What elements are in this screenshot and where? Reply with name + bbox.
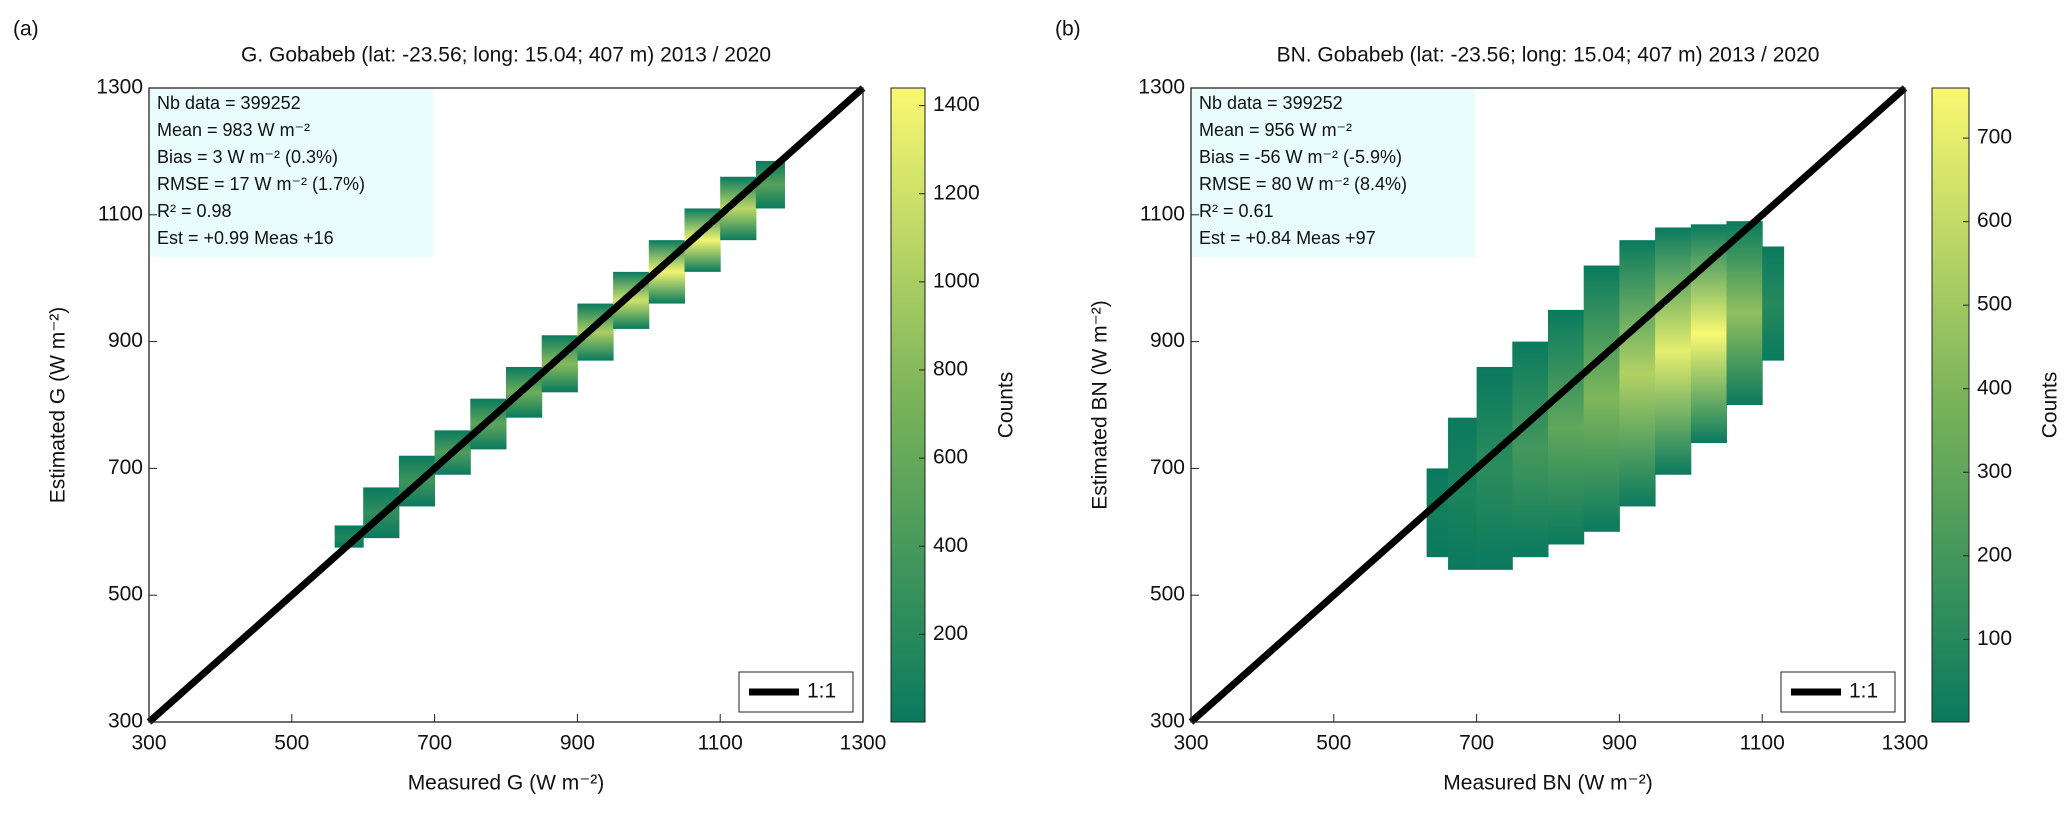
x-tick-label: 900 — [560, 732, 595, 755]
stats-line: Est = +0.99 Meas +16 — [157, 228, 334, 248]
y-axis-label: Estimated BN (W m⁻²) — [1089, 300, 1112, 509]
stats-box — [1192, 89, 1475, 257]
density-column — [1726, 221, 1763, 405]
y-tick-label: 1100 — [98, 202, 143, 225]
colorbar-tick-label: 1200 — [933, 181, 980, 204]
colorbar-tick-label: 400 — [1977, 376, 2012, 399]
y-tick-label: 1100 — [1140, 202, 1185, 225]
x-tick-label: 500 — [1316, 732, 1351, 755]
colorbar-tick-label: 300 — [1977, 460, 2012, 483]
colorbar-tick-label: 200 — [1977, 543, 2012, 566]
chart-title: G. Gobabeb (lat: -23.56; long: 15.04; 40… — [241, 44, 771, 67]
colorbar — [1931, 87, 1970, 723]
legend-label: 1:1 — [807, 680, 836, 703]
x-axis-label: Measured BN (W m⁻²) — [1443, 772, 1652, 795]
density-column — [1690, 224, 1727, 444]
stats-line: Bias = -56 W m⁻² (-5.9%) — [1199, 147, 1402, 167]
colorbar-tick-label: 100 — [1977, 627, 2012, 650]
legend-label: 1:1 — [1849, 680, 1878, 703]
x-tick-label: 1100 — [698, 732, 743, 755]
x-tick-label: 500 — [274, 732, 309, 755]
stats-line: Nb data = 399252 — [1199, 93, 1343, 113]
y-tick-label: 900 — [1150, 329, 1185, 352]
colorbar-tick-label: 1400 — [933, 93, 980, 116]
x-tick-label: 300 — [1173, 732, 1208, 755]
colorbar-tick-label: 800 — [933, 358, 968, 381]
y-tick-label: 900 — [108, 329, 143, 352]
stats-line: Bias = 3 W m⁻² (0.3%) — [157, 147, 338, 167]
x-tick-label: 900 — [1602, 732, 1637, 755]
y-tick-label: 300 — [108, 710, 143, 733]
colorbar — [890, 87, 926, 723]
y-tick-label: 1300 — [96, 76, 143, 99]
chart-title: BN. Gobabeb (lat: -23.56; long: 15.04; 4… — [1277, 44, 1820, 67]
y-axis-label: Estimated G (W m⁻²) — [47, 307, 70, 504]
x-axis-label: Measured G (W m⁻²) — [408, 772, 605, 795]
stats-line: Mean = 983 W m⁻² — [157, 120, 310, 140]
panel-label: (a) — [13, 18, 39, 41]
density-column — [1583, 265, 1620, 532]
stats-line: Est = +0.84 Meas +97 — [1199, 228, 1376, 248]
stats-box — [150, 89, 433, 257]
density-column — [1762, 246, 1785, 361]
x-tick-label: 1300 — [1882, 732, 1929, 755]
stats-line: RMSE = 80 W m⁻² (8.4%) — [1199, 174, 1407, 194]
colorbar-tick-label: 400 — [933, 534, 968, 557]
x-tick-label: 700 — [417, 732, 452, 755]
axes-box — [148, 87, 864, 723]
stats-line: Nb data = 399252 — [157, 93, 301, 113]
y-tick-label: 300 — [1150, 710, 1185, 733]
reference-line — [1188, 85, 1908, 725]
reference-line — [146, 85, 866, 725]
colorbar-tick-label: 600 — [1977, 209, 2012, 232]
colorbar-tick-label: 600 — [933, 446, 968, 469]
x-tick-label: 300 — [131, 732, 166, 755]
x-tick-label: 1300 — [840, 732, 887, 755]
x-tick-label: 700 — [1459, 732, 1494, 755]
x-tick-label: 1100 — [1740, 732, 1785, 755]
density-column — [1512, 341, 1549, 558]
stats-line: R² = 0.61 — [1199, 201, 1274, 221]
y-tick-label: 700 — [108, 456, 143, 479]
axes-box — [1190, 87, 1906, 723]
panel-label: (b) — [1055, 18, 1081, 41]
colorbar-label: Counts — [995, 372, 1018, 439]
y-tick-label: 500 — [108, 583, 143, 606]
colorbar-tick-label: 700 — [1977, 126, 2012, 149]
colorbar-tick-label: 1000 — [933, 269, 980, 292]
stats-line: RMSE = 17 W m⁻² (1.7%) — [157, 174, 365, 194]
density-column — [1619, 240, 1656, 507]
colorbar-tick-label: 200 — [933, 622, 968, 645]
stats-line: Mean = 956 W m⁻² — [1199, 120, 1352, 140]
density-column — [1548, 309, 1585, 545]
stats-line: R² = 0.98 — [157, 201, 232, 221]
colorbar-label: Counts — [2039, 372, 2062, 439]
density-column — [1476, 366, 1513, 570]
y-tick-label: 1300 — [1138, 76, 1185, 99]
y-tick-label: 500 — [1150, 583, 1185, 606]
y-tick-label: 700 — [1150, 456, 1185, 479]
density-column — [1655, 227, 1692, 475]
colorbar-tick-label: 500 — [1977, 293, 2012, 316]
density-column — [1426, 468, 1449, 558]
